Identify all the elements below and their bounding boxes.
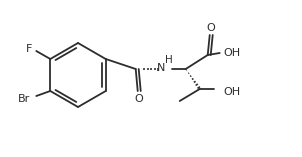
Text: N: N (156, 63, 165, 73)
Text: H: H (165, 55, 172, 65)
Text: F: F (26, 44, 33, 54)
Text: Br: Br (18, 94, 31, 104)
Text: O: O (135, 94, 143, 104)
Text: O: O (207, 23, 216, 33)
Text: OH: OH (224, 48, 241, 58)
Text: OH: OH (224, 87, 241, 97)
